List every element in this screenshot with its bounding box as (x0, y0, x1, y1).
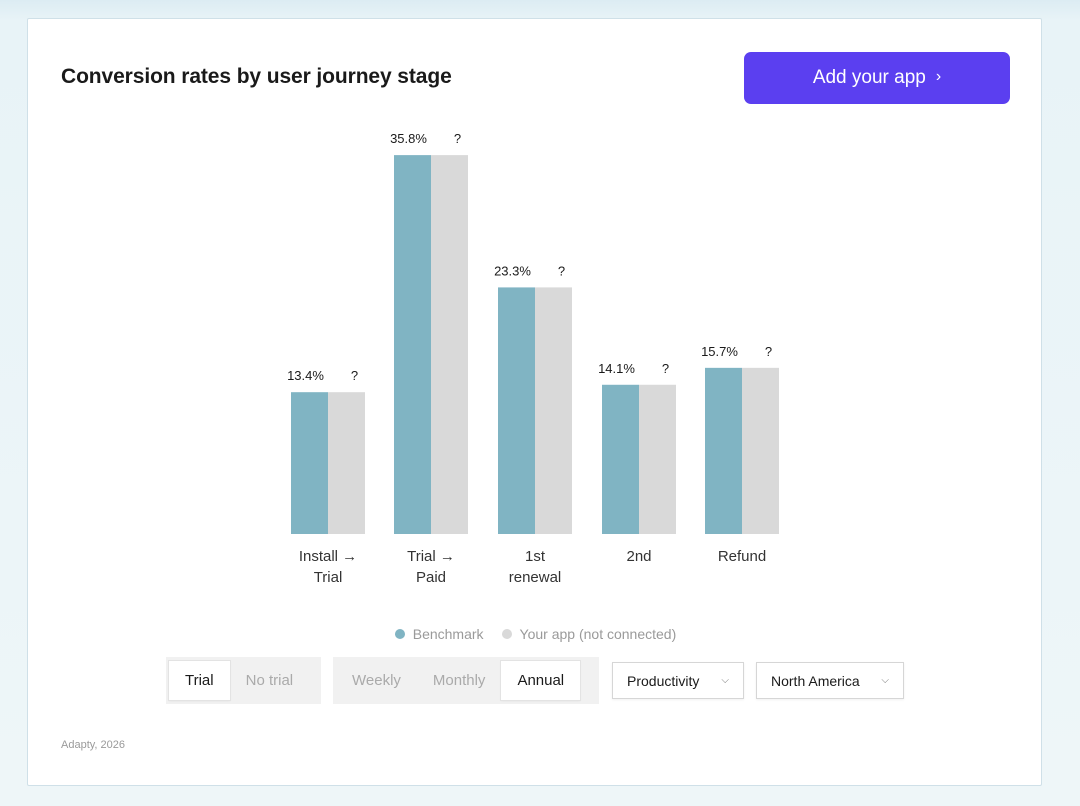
bar-benchmark (291, 392, 328, 534)
data-label-your-app: ? (765, 344, 772, 359)
legend-dot-benchmark (394, 629, 405, 639)
legend-dot-your-app (501, 629, 512, 639)
legend-label-benchmark: Benchmark (412, 626, 484, 642)
category-dropdown-value: Productivity (627, 672, 700, 689)
bar-benchmark (394, 155, 431, 534)
bar-benchmark (602, 384, 639, 534)
data-label-benchmark: 15.7% (701, 344, 738, 359)
period-option-annual[interactable]: Annual (501, 661, 581, 700)
chart-card: Conversion rates by user journey stage A… (27, 18, 1042, 786)
footer-source: Adapty, 2026 (61, 739, 126, 751)
data-label-your-app: ? (454, 131, 461, 146)
region-dropdown[interactable]: North America ⌵ (756, 662, 904, 699)
data-label-your-app: ? (558, 263, 565, 278)
period-option-weekly[interactable]: Weekly (336, 661, 417, 700)
chart-legend: Benchmark Your app (not connected) (28, 626, 1043, 642)
chart-title: Conversion rates by user journey stage (61, 65, 452, 88)
bar-your-app (431, 155, 468, 534)
chevron-right-icon: › (935, 68, 942, 85)
region-dropdown-value: North America (771, 672, 860, 689)
x-tick-label: 1st renewal (508, 548, 562, 586)
bar-chart: 13.4% ? 35.8% ? 23.3% ? 14.1% ? 15.7%? (287, 131, 779, 534)
bar-your-app (639, 384, 676, 534)
period-option-monthly[interactable]: Monthly (417, 661, 502, 700)
trial-toggle: Trial No trial (166, 657, 321, 704)
data-label-your-app: ? (351, 368, 358, 383)
add-your-app-button[interactable]: Add your app › (744, 52, 1010, 104)
chevron-down-icon: ⌵ (721, 675, 729, 686)
data-label-benchmark: 23.3% (494, 263, 531, 278)
trial-option-trial[interactable]: Trial (169, 661, 230, 700)
bar-benchmark (498, 287, 535, 534)
period-toggle: Weekly Monthly Annual (333, 657, 599, 704)
data-label-your-app: ? (662, 361, 669, 376)
x-tick-label: 2nd (626, 548, 652, 565)
add-your-app-label: Add your app (812, 67, 926, 88)
legend-item-your-app: Your app (not connected) (501, 626, 677, 642)
trial-option-no-trial[interactable]: No trial (230, 661, 310, 700)
legend-item-benchmark: Benchmark (394, 626, 484, 642)
data-label-benchmark: 35.8% (390, 131, 427, 146)
x-tick-label: Refund (717, 548, 767, 565)
bar-your-app (535, 287, 572, 534)
legend-label-your-app: Your app (not connected) (519, 626, 677, 642)
bar-your-app (328, 392, 365, 534)
chevron-down-icon: ⌵ (881, 675, 889, 686)
category-dropdown[interactable]: Productivity ⌵ (612, 662, 744, 699)
data-label-benchmark: 13.4% (287, 368, 324, 383)
data-label-benchmark: 14.1% (598, 361, 635, 376)
x-tick-label: Install → Trial (298, 548, 358, 586)
bar-your-app (742, 367, 779, 534)
bar-benchmark (705, 367, 742, 534)
x-tick-label: Trial → Paid (407, 548, 455, 586)
